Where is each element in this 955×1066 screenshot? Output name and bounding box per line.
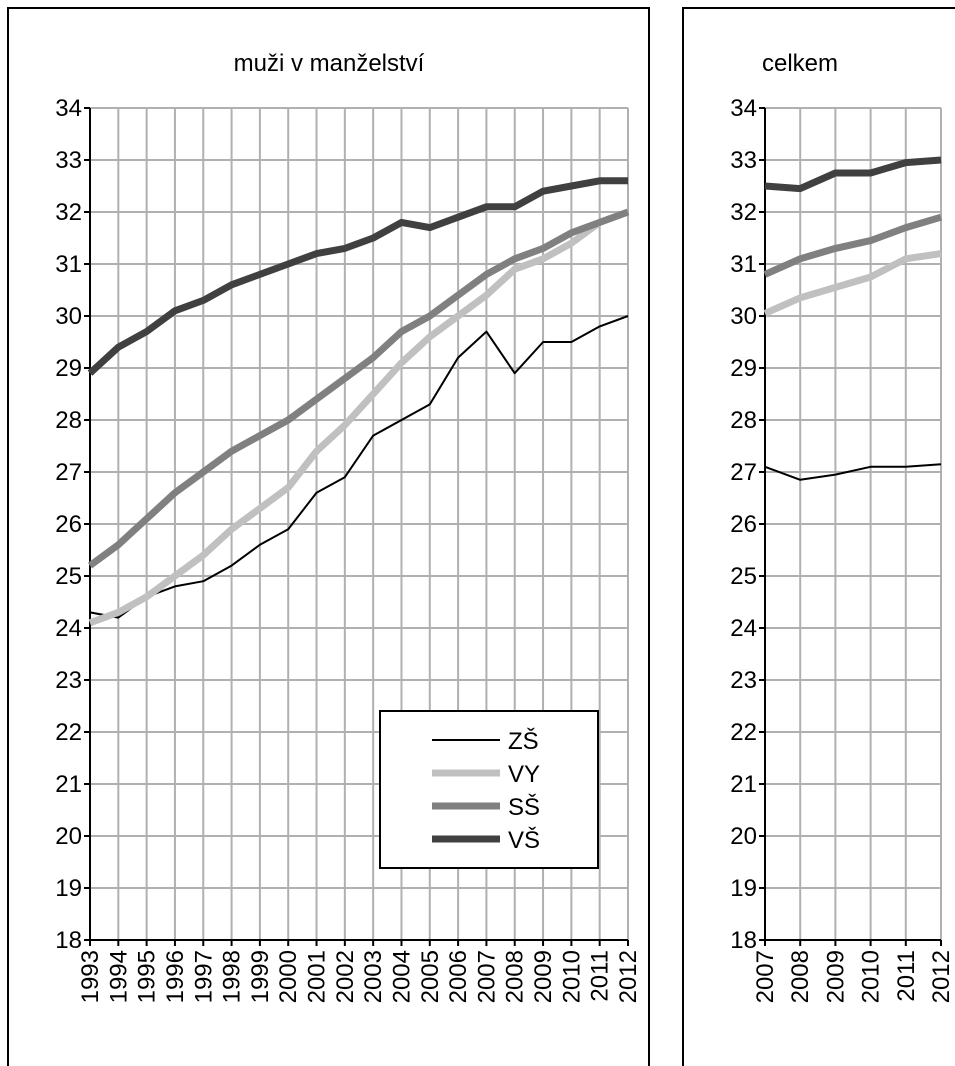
left-x-tick-label: 1998 — [219, 950, 246, 1003]
left-y-tick-label: 21 — [55, 771, 82, 798]
right-y-tick-label: 29 — [730, 355, 757, 382]
right-y-tick-label: 23 — [730, 667, 757, 694]
right-x-tick-label: 2010 — [858, 950, 885, 1003]
left-y-tick-label: 20 — [55, 823, 82, 850]
left-y-tick-label: 29 — [55, 355, 82, 382]
left-series-line-0 — [89, 315, 629, 619]
left-series-line-1 — [88, 208, 630, 627]
left-x-tick-label: 2005 — [417, 950, 444, 1003]
right-x-tick-label: 2008 — [787, 950, 814, 1003]
legend-label-3: VŠ — [508, 826, 540, 854]
right-y-tick-label: 28 — [730, 407, 757, 434]
left-y-tick-label: 31 — [55, 251, 82, 278]
right-y-tick-label: 20 — [730, 823, 757, 850]
right-y-tick-label: 32 — [730, 199, 757, 226]
right-series-line-2 — [763, 213, 942, 278]
left-x-tick-label: 2000 — [275, 950, 302, 1003]
left-x-tick-label: 2010 — [558, 950, 585, 1003]
right-y-tick-label: 27 — [730, 459, 757, 486]
left-y-tick-label: 30 — [55, 303, 82, 330]
left-y-tick-label: 26 — [55, 511, 82, 538]
right-y-tick-label: 25 — [730, 563, 757, 590]
right-x-tick-label: 2009 — [822, 950, 849, 1003]
left-x-tick-label: 2004 — [388, 950, 415, 1003]
left-y-tick-label: 24 — [55, 615, 82, 642]
left-x-tick-label: 1996 — [162, 950, 189, 1003]
right-x-tick-label: 2007 — [752, 950, 779, 1003]
legend-label-0: ZŠ — [508, 727, 539, 755]
left-x-tick-label: 1997 — [190, 950, 217, 1003]
right-plot-area: 18 19 20 21 22 23 24 25 26 27 28 29 30 31 32 33 34 2007 20… — [730, 95, 955, 1003]
left-y-tick-label: 33 — [55, 147, 82, 174]
right-y-tick-label: 31 — [730, 251, 757, 278]
legend-label-1: VY — [508, 761, 540, 788]
right-chart-title: celkem — [762, 50, 838, 77]
left-x-tick-label: 2006 — [445, 950, 472, 1003]
left-x-tick-label: 2012 — [615, 950, 642, 1003]
left-y-tick-label: 32 — [55, 199, 82, 226]
legend-label-2: SŠ — [508, 793, 540, 821]
left-y-tick-label: 22 — [55, 719, 82, 746]
right-series-line-3 — [764, 156, 942, 193]
right-y-tick-label: 26 — [730, 511, 757, 538]
left-x-tick-label: 1995 — [134, 950, 161, 1003]
left-x-tick-label: 2001 — [304, 950, 331, 1003]
left-series-line-2 — [87, 208, 630, 569]
left-x-tick-label: 1999 — [247, 950, 274, 1003]
legend: ZŠ VY SŠ VŠ — [379, 710, 599, 869]
right-x-tick-label: 2012 — [928, 950, 955, 1003]
left-x-tick-label: 1993 — [77, 950, 104, 1003]
left-y-tick-label: 34 — [55, 95, 82, 122]
left-y-tick-label: 25 — [55, 563, 82, 590]
right-y-tick-label: 22 — [730, 719, 757, 746]
left-y-tick-label: 27 — [55, 459, 82, 486]
left-x-tick-label: 2003 — [360, 950, 387, 1003]
right-y-tick-label: 30 — [730, 303, 757, 330]
left-y-tick-label: 23 — [55, 667, 82, 694]
right-y-tick-label: 21 — [730, 771, 757, 798]
left-chart-title: muži v manželství — [234, 50, 425, 77]
legend-box — [379, 710, 599, 869]
left-x-tick-label: 2009 — [530, 950, 557, 1003]
right-series-line-0 — [764, 463, 942, 481]
left-y-tick-label: 19 — [55, 875, 82, 902]
left-x-tick-label: 2008 — [502, 950, 529, 1003]
left-series-line-3 — [87, 177, 628, 376]
left-x-tick-label: 1994 — [105, 950, 132, 1003]
right-y-tick-label: 33 — [730, 147, 757, 174]
left-x-tick-label: 2007 — [473, 950, 500, 1003]
left-y-tick-label: 28 — [55, 407, 82, 434]
right-y-tick-label: 24 — [730, 615, 757, 642]
right-x-tick-label: 2011 — [893, 950, 920, 1002]
right-series-line-1 — [763, 250, 942, 317]
left-x-tick-label: 2002 — [332, 950, 359, 1003]
right-y-tick-label: 18 — [730, 927, 757, 954]
right-y-tick-label: 19 — [730, 875, 757, 902]
right-y-tick-label: 34 — [730, 95, 757, 122]
left-y-tick-label: 18 — [55, 927, 82, 954]
left-x-tick-label: 2011 — [587, 950, 614, 1002]
